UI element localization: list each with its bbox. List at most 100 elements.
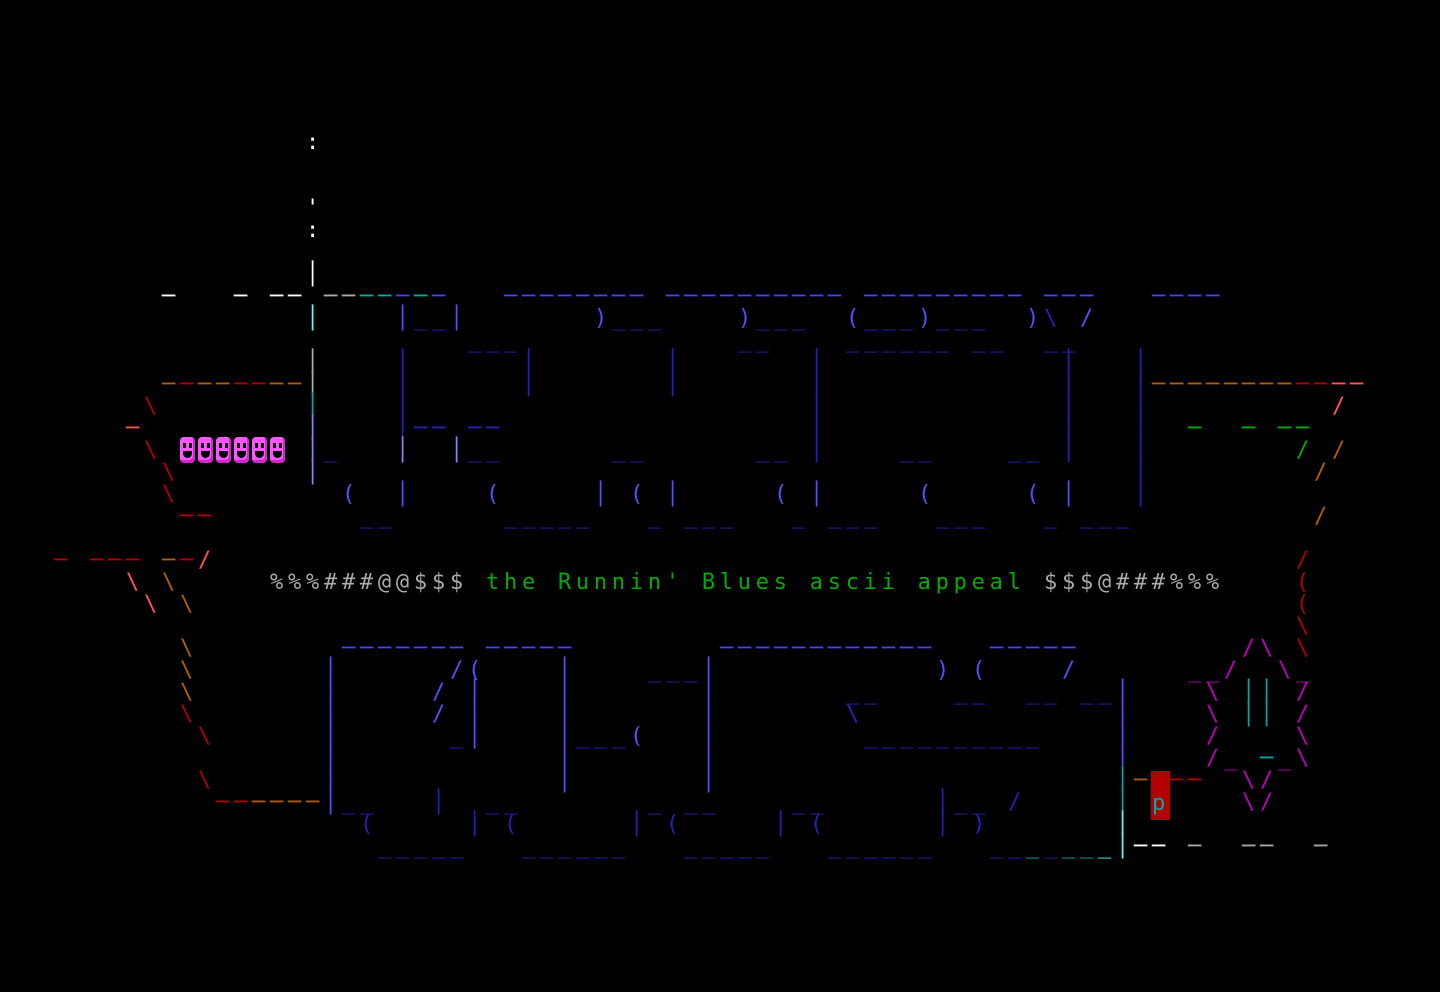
art-segment: / xyxy=(1062,658,1080,683)
art-segment: │ xyxy=(522,372,540,397)
art-segment: / xyxy=(1260,790,1278,815)
art-segment: __ xyxy=(1008,438,1044,463)
art-segment: __ xyxy=(756,438,792,463)
art-segment: ─ xyxy=(162,284,180,309)
art-segment: ( xyxy=(468,658,486,683)
art-segment: __________ xyxy=(864,724,1044,749)
art-segment: __ xyxy=(1026,680,1062,705)
art-segment: ___ xyxy=(936,504,990,529)
art-segment: ( xyxy=(918,482,936,507)
art-segment: ( xyxy=(1026,482,1044,507)
art-segment: / xyxy=(450,658,468,683)
art-segment: ( xyxy=(486,482,504,507)
art-segment: __ xyxy=(612,438,648,463)
smiley-face-icon xyxy=(252,437,267,463)
art-segment: / xyxy=(1206,746,1224,771)
art-segment: │ xyxy=(396,350,414,375)
art-segment: __ xyxy=(684,790,720,815)
art-segment: │ xyxy=(1062,482,1080,507)
art-segment: ___ xyxy=(468,328,522,353)
art-segment: ( xyxy=(810,812,828,837)
art-segment: \ xyxy=(162,482,180,507)
art-segment: ─ xyxy=(396,284,414,309)
art-segment: __ xyxy=(342,790,378,815)
art-segment: ( xyxy=(630,724,648,749)
art-segment: │ xyxy=(936,812,954,837)
art-segment: _ xyxy=(648,504,666,529)
art-segment: __ xyxy=(954,790,990,815)
art-segment: ( xyxy=(972,658,990,683)
art-segment: │ xyxy=(810,394,828,419)
art-segment: │ xyxy=(396,394,414,419)
art-segment: ( xyxy=(1296,592,1314,617)
art-segment: / xyxy=(1332,394,1350,419)
art-segment: ) xyxy=(972,812,990,837)
art-segment: │ xyxy=(1062,416,1080,441)
art-segment: _ xyxy=(792,504,810,529)
art-segment: \ xyxy=(144,394,162,419)
art-segment: ││ xyxy=(1242,680,1278,705)
art-segment: \ xyxy=(846,702,864,727)
art-segment: ── xyxy=(180,504,216,529)
art-segment: │ xyxy=(1062,438,1080,463)
art-segment: : xyxy=(306,130,324,155)
art-segment: %%%###@@$$$ xyxy=(270,570,468,595)
art-segment: │ xyxy=(324,746,342,771)
art-segment: │ xyxy=(702,746,720,771)
art-segment: __ xyxy=(1062,834,1098,859)
art-segment: /\ xyxy=(1242,636,1278,661)
art-segment: ─ xyxy=(414,284,432,309)
art-segment: │ xyxy=(630,812,648,837)
art-segment: │ xyxy=(558,746,576,771)
art-segment: ── xyxy=(1242,834,1278,859)
art-segment: ── xyxy=(360,284,396,309)
art-segment: │ xyxy=(666,350,684,375)
art-segment: │ xyxy=(1116,790,1134,815)
smiley-face-icon xyxy=(234,437,249,463)
art-segment: │ xyxy=(1134,460,1152,485)
art-segment: │ xyxy=(306,394,324,419)
art-segment: ─ xyxy=(1188,834,1206,859)
art-segment: ───── xyxy=(936,284,1026,309)
art-segment: ────── xyxy=(738,284,846,309)
art-segment: ── xyxy=(1170,768,1206,793)
art-segment: \ xyxy=(180,680,198,705)
art-segment: __ xyxy=(486,790,522,815)
art-segment: ( xyxy=(630,482,648,507)
art-segment: │ xyxy=(1134,372,1152,397)
art-segment: ── xyxy=(324,284,360,309)
art-segment: ) xyxy=(594,306,612,331)
art-segment: ─ xyxy=(1260,746,1278,771)
art-segment: ) xyxy=(1026,306,1044,331)
art-segment: │ xyxy=(558,658,576,683)
art-segment: ( xyxy=(360,812,378,837)
art-segment: │ xyxy=(702,768,720,793)
art-segment: ' xyxy=(306,196,324,221)
art-segment: │ xyxy=(1116,702,1134,727)
art-segment: ___ xyxy=(576,724,630,749)
art-segment: ___ xyxy=(936,306,990,331)
art-segment: │ xyxy=(306,262,324,287)
art-segment: │ xyxy=(666,482,684,507)
art-segment: ___ xyxy=(1080,504,1134,529)
art-segment: \ xyxy=(180,702,198,727)
art-segment: ( xyxy=(846,306,864,331)
art-segment: │ xyxy=(396,306,414,331)
smiley-face-icon xyxy=(270,437,285,463)
art-segment: ( xyxy=(666,812,684,837)
art-segment: │ xyxy=(810,438,828,463)
art-segment: │ xyxy=(774,812,792,837)
art-segment: __ xyxy=(792,790,828,815)
art-segment: $$$@###%%% xyxy=(1044,570,1224,595)
art-segment: __ xyxy=(846,680,882,705)
art-segment: │ xyxy=(810,372,828,397)
art-segment: │ xyxy=(324,768,342,793)
art-segment: │ xyxy=(810,416,828,441)
art-segment: │ xyxy=(702,658,720,683)
art-segment: the Runnin' Blues ascii appeal xyxy=(486,570,1026,595)
art-segment: │ xyxy=(324,702,342,727)
art-segment: \ xyxy=(180,658,198,683)
art-segment: ───── xyxy=(486,636,576,661)
art-segment: │ xyxy=(468,702,486,727)
art-segment: │ xyxy=(306,306,324,331)
